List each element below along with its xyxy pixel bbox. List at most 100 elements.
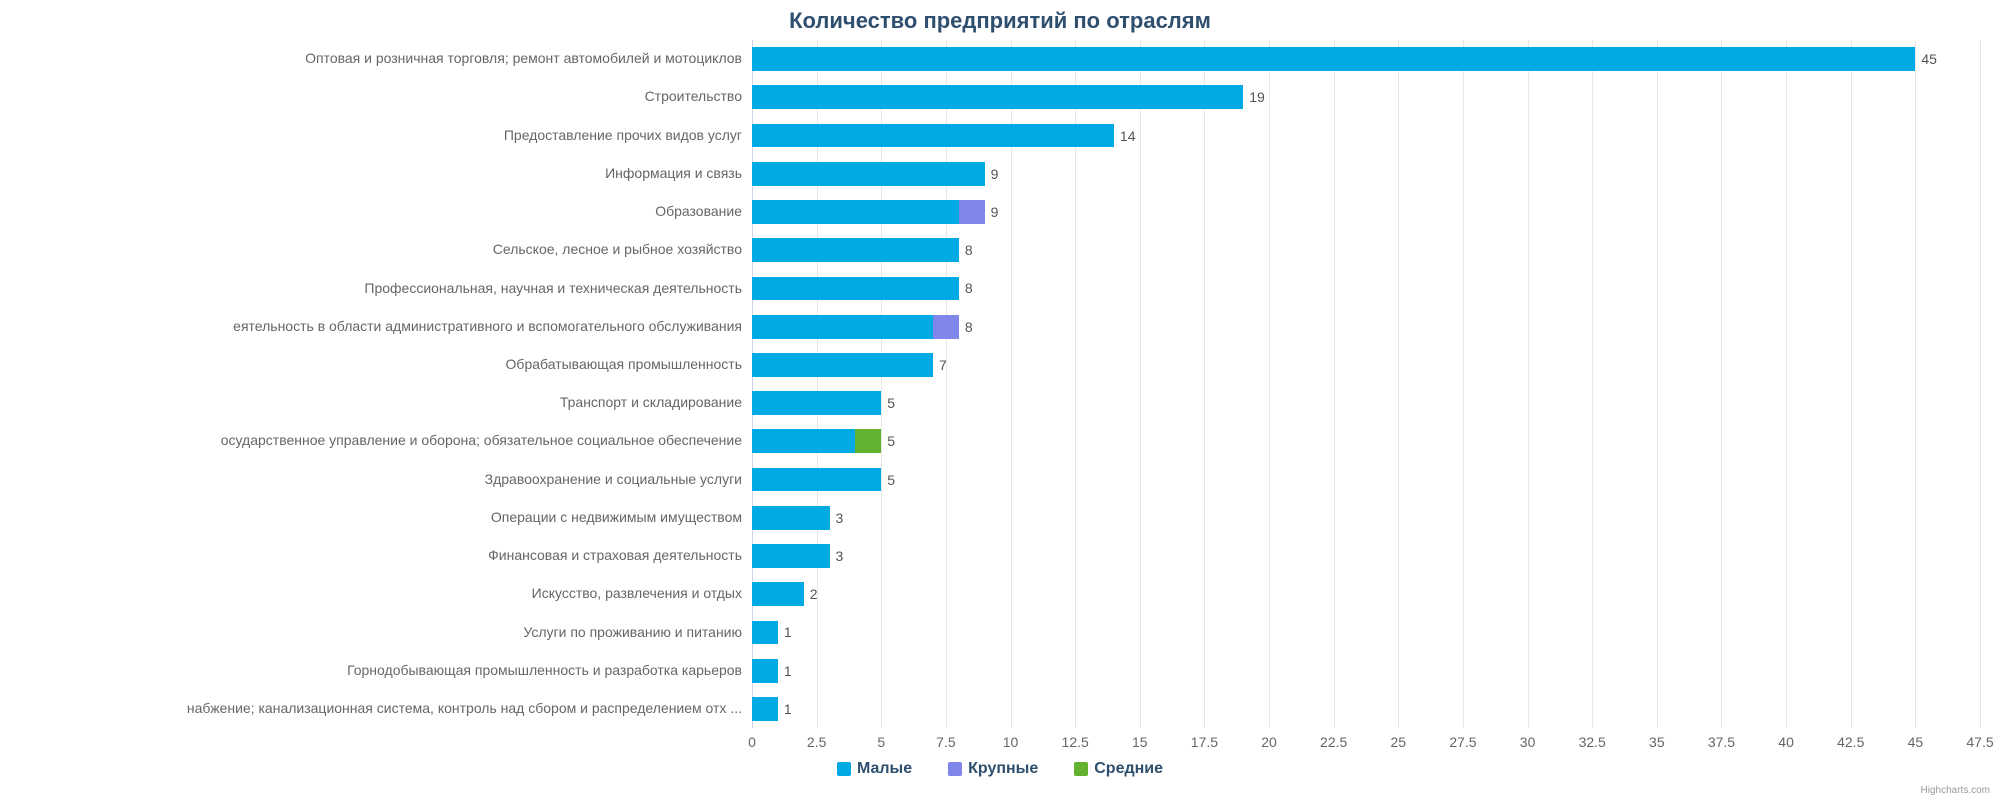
- bar-segment-small[interactable]: [752, 162, 985, 186]
- bar-stack: [752, 353, 933, 377]
- category-label: Операции с недвижимым имуществом: [10, 499, 752, 535]
- bar-segment-small[interactable]: [752, 468, 881, 492]
- bar-segment-small[interactable]: [752, 315, 933, 339]
- category-label: осударственное управление и оборона; обя…: [10, 422, 752, 458]
- bar-stack: [752, 544, 830, 568]
- category-label: Услуги по проживанию и питанию: [10, 613, 752, 649]
- total-label: 3: [836, 548, 844, 564]
- bar-row: 3: [752, 506, 1980, 530]
- total-label: 1: [784, 624, 792, 640]
- x-tick-label: 22.5: [1320, 734, 1347, 750]
- bar-segment-small[interactable]: [752, 200, 959, 224]
- category-label: Предоставление прочих видов услуг: [10, 116, 752, 152]
- credits-link[interactable]: Highcharts.com: [1921, 785, 1990, 796]
- bar-segment-small[interactable]: [752, 353, 933, 377]
- x-tick-label: 35: [1649, 734, 1665, 750]
- x-tick-label: 5: [877, 734, 885, 750]
- legend-label: Крупные: [968, 760, 1038, 778]
- bar-stack: [752, 47, 1915, 71]
- category-label: Транспорт и складирование: [10, 384, 752, 420]
- total-label: 3: [836, 510, 844, 526]
- category-label: Здравоохранение и социальные услуги: [10, 460, 752, 496]
- bar-row: 5: [752, 468, 1980, 492]
- bar-segment-small[interactable]: [752, 621, 778, 645]
- x-tick-label: 20: [1261, 734, 1277, 750]
- total-label: 1: [784, 663, 792, 679]
- bar-segment-large[interactable]: [933, 315, 959, 339]
- bar-segment-small[interactable]: [752, 506, 830, 530]
- bar-stack: [752, 621, 778, 645]
- plot-area: 02.557.51012.51517.52022.52527.53032.535…: [752, 40, 1980, 728]
- category-label: Профессиональная, научная и техническая …: [10, 269, 752, 305]
- category-label: набжение; канализационная система, контр…: [10, 690, 752, 726]
- legend-swatch: [1074, 762, 1088, 776]
- x-tick-label: 30: [1520, 734, 1536, 750]
- total-label: 8: [965, 242, 973, 258]
- bar-row: 8: [752, 315, 1980, 339]
- bar-segment-small[interactable]: [752, 544, 830, 568]
- bar-row: 1: [752, 697, 1980, 721]
- total-label: 5: [887, 472, 895, 488]
- x-tick-label: 45: [1908, 734, 1924, 750]
- x-tick-label: 2.5: [807, 734, 826, 750]
- legend-item-large[interactable]: Крупные: [948, 760, 1038, 778]
- bar-row: 19: [752, 85, 1980, 109]
- bar-segment-small[interactable]: [752, 85, 1243, 109]
- bar-segment-small[interactable]: [752, 391, 881, 415]
- x-tick-label: 37.5: [1708, 734, 1735, 750]
- chart-title: Количество предприятий по отраслям: [0, 8, 2000, 34]
- bar-stack: [752, 429, 881, 453]
- x-tick-label: 7.5: [936, 734, 955, 750]
- bar-stack: [752, 697, 778, 721]
- total-label: 7: [939, 357, 947, 373]
- bar-stack: [752, 391, 881, 415]
- bar-chart: Количество предприятий по отраслям 0 2.5 5…: [0, 0, 2000, 800]
- legend-label: Малые: [857, 760, 912, 778]
- x-tick-label: 15: [1132, 734, 1148, 750]
- category-label: Оптовая и розничная торговля; ремонт авт…: [10, 40, 752, 76]
- bar-row: 1: [752, 621, 1980, 645]
- bar-row: 45: [752, 47, 1980, 71]
- bar-row: 2: [752, 582, 1980, 606]
- bar-row: 9: [752, 200, 1980, 224]
- bar-stack: [752, 238, 959, 262]
- bar-segment-small[interactable]: [752, 124, 1114, 148]
- x-tick-label: 47.5: [1966, 734, 1993, 750]
- x-tick-label: 42.5: [1837, 734, 1864, 750]
- total-label: 5: [887, 395, 895, 411]
- x-tick-label: 17.5: [1191, 734, 1218, 750]
- bar-row: 14: [752, 124, 1980, 148]
- bar-segment-large[interactable]: [959, 200, 985, 224]
- legend-swatch: [948, 762, 962, 776]
- bar-segment-small[interactable]: [752, 47, 1915, 71]
- x-tick-label: 40: [1778, 734, 1794, 750]
- legend-item-small[interactable]: Малые: [837, 760, 912, 778]
- bar-segment-medium[interactable]: [855, 429, 881, 453]
- x-tick-label: 0: [748, 734, 756, 750]
- bar-row: 9: [752, 162, 1980, 186]
- category-label: Обрабатывающая промышленность: [10, 346, 752, 382]
- bar-stack: [752, 468, 881, 492]
- bar-row: 3: [752, 544, 1980, 568]
- bar-stack: [752, 506, 830, 530]
- bar-stack: [752, 124, 1114, 148]
- legend-item-medium[interactable]: Средние: [1074, 760, 1163, 778]
- total-label: 5: [887, 433, 895, 449]
- bar-row: 8: [752, 238, 1980, 262]
- x-tick-label: 25: [1391, 734, 1407, 750]
- bar-segment-small[interactable]: [752, 277, 959, 301]
- bar-segment-small[interactable]: [752, 582, 804, 606]
- bar-segment-small[interactable]: [752, 659, 778, 683]
- category-label: Искусство, развлечения и отдых: [10, 575, 752, 611]
- x-tick-label: 32.5: [1579, 734, 1606, 750]
- bar-segment-small[interactable]: [752, 429, 855, 453]
- bar-stack: [752, 85, 1243, 109]
- total-label: 8: [965, 319, 973, 335]
- category-label: Информация и связь: [10, 155, 752, 191]
- bar-stack: [752, 200, 985, 224]
- total-label: 45: [1921, 51, 1937, 67]
- total-label: 14: [1120, 128, 1136, 144]
- bar-segment-small[interactable]: [752, 238, 959, 262]
- bar-segment-small[interactable]: [752, 697, 778, 721]
- category-label: Сельское, лесное и рыбное хозяйство: [10, 231, 752, 267]
